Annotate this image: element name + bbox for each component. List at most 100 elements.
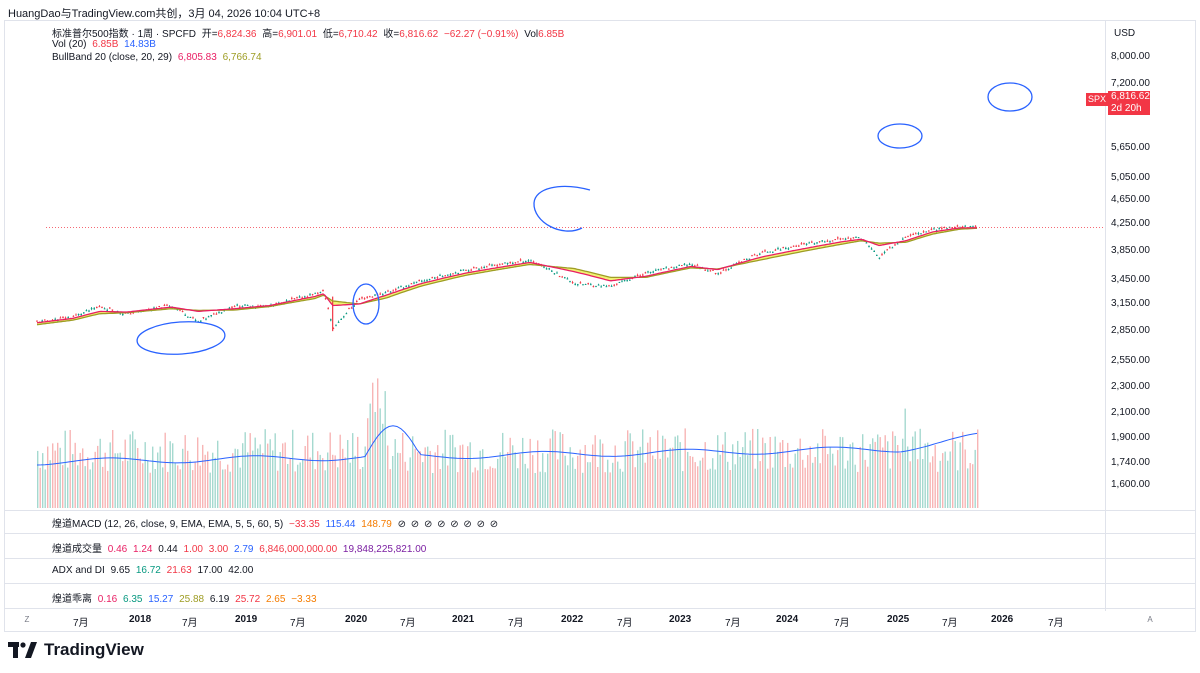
volume-bar [202, 444, 204, 508]
candle-body [569, 281, 571, 283]
symbol-name[interactable]: 标准普尔500指数 · 1周 · SPCFD [52, 29, 196, 40]
candle-body [551, 270, 553, 272]
close-label: 收= [383, 29, 400, 40]
candle-body [766, 251, 769, 253]
candle-body [688, 263, 691, 265]
price-tick: 3,850.00 [1111, 245, 1150, 256]
candle-body [881, 254, 883, 256]
volume-name[interactable]: 煌道成交量 [52, 544, 102, 555]
candle-body [363, 298, 366, 300]
pane-separator[interactable] [5, 533, 1195, 534]
price-tick: 2,300.00 [1111, 381, 1150, 392]
volume-v6: 2.79 [234, 544, 254, 555]
candle-body [772, 251, 774, 253]
price-tick: 5,050.00 [1111, 172, 1150, 183]
candle-body [504, 262, 506, 264]
volume-bar [112, 430, 114, 508]
candle-body [210, 315, 212, 317]
candle-body [246, 304, 249, 306]
candle-body [956, 225, 959, 227]
volume-bar [99, 438, 101, 508]
deviation-name[interactable]: 煌道乖离 [52, 594, 92, 605]
volume-bar [899, 453, 901, 508]
tradingview-logo-icon [8, 642, 37, 658]
candle-body [805, 243, 808, 245]
deviation-v1: 0.16 [97, 594, 118, 605]
candle-body [200, 320, 202, 322]
volume-bar [279, 452, 281, 508]
volume-bar [927, 442, 929, 508]
volume-bar [774, 436, 776, 508]
pane-separator[interactable] [5, 510, 1195, 511]
currency-label[interactable]: USD [1114, 28, 1136, 39]
price-tick: 8,000.00 [1111, 51, 1150, 62]
bullband-name[interactable]: BullBand 20 (close, 20, 29) [52, 52, 173, 63]
candle-body [636, 274, 639, 276]
candle-body [158, 306, 160, 307]
pane-separator[interactable] [5, 583, 1195, 584]
volume-bar [464, 459, 466, 508]
tradingview-logo[interactable]: TradingView [8, 640, 144, 660]
last-price: 6,816.62 [1111, 91, 1150, 102]
adx-name[interactable]: ADX and DI [52, 565, 105, 576]
volume-bar [302, 459, 304, 508]
volume-bar [582, 472, 584, 508]
volume-bar [549, 438, 551, 508]
candle-body [293, 298, 296, 300]
time-label-month: 7月 [725, 618, 741, 629]
volume-bar [349, 462, 351, 508]
volume-bar [277, 470, 279, 508]
candle-body [626, 280, 628, 282]
volume-bar [359, 469, 361, 508]
pane-separator[interactable] [5, 558, 1195, 559]
volume-bar [167, 471, 169, 508]
candle-body [647, 271, 649, 273]
volume-bar [37, 450, 39, 508]
volume-bar [477, 470, 479, 508]
volume-bar [749, 440, 751, 508]
volume-bar [917, 459, 919, 508]
candle-body [548, 268, 550, 270]
volume-bar [449, 435, 451, 508]
volume-v3: 0.44 [158, 544, 178, 555]
candle-body [878, 257, 881, 259]
volume-bar [944, 451, 946, 508]
candle-body [44, 319, 46, 321]
candle-body [946, 228, 948, 230]
volume-bar [727, 461, 729, 508]
volume-bar [374, 412, 376, 508]
volume-bar [407, 470, 409, 508]
zoom-reset-button[interactable]: Z [24, 615, 30, 624]
vol-value: 6.85B [538, 29, 565, 40]
volume-bar [102, 466, 104, 508]
volume-bar [639, 446, 641, 508]
volume-bar [747, 455, 749, 508]
volume-bar [422, 462, 424, 508]
volume-bar [137, 448, 139, 508]
candle-body [974, 225, 977, 227]
candle-body [795, 245, 797, 247]
volume-bar [92, 462, 94, 508]
volume-bar [787, 442, 789, 508]
candle-body [577, 284, 579, 286]
candle-body [327, 308, 329, 310]
candle-body [720, 272, 722, 274]
volume-bar [212, 452, 214, 508]
volume-bar [884, 435, 886, 508]
volume-bar [694, 462, 696, 508]
candle-body [348, 307, 350, 309]
volume-bar [969, 463, 971, 508]
volume-bar [724, 432, 726, 508]
price-tick: 1,740.00 [1111, 457, 1150, 468]
volume-bar [234, 448, 236, 508]
auto-scale-button[interactable]: A [1147, 615, 1153, 624]
candle-body [462, 269, 465, 271]
volume-bar [162, 467, 164, 508]
volume-bar [402, 433, 404, 508]
macd-name[interactable]: 煌道MACD (12, 26, close, 9, EMA, EMA, 5, 5… [52, 519, 284, 530]
volume-bar [392, 456, 394, 508]
vol-indicator-name[interactable]: Vol (20) [52, 39, 87, 50]
deviation-v7: 2.65 [265, 594, 286, 605]
volume-bar [512, 445, 514, 508]
